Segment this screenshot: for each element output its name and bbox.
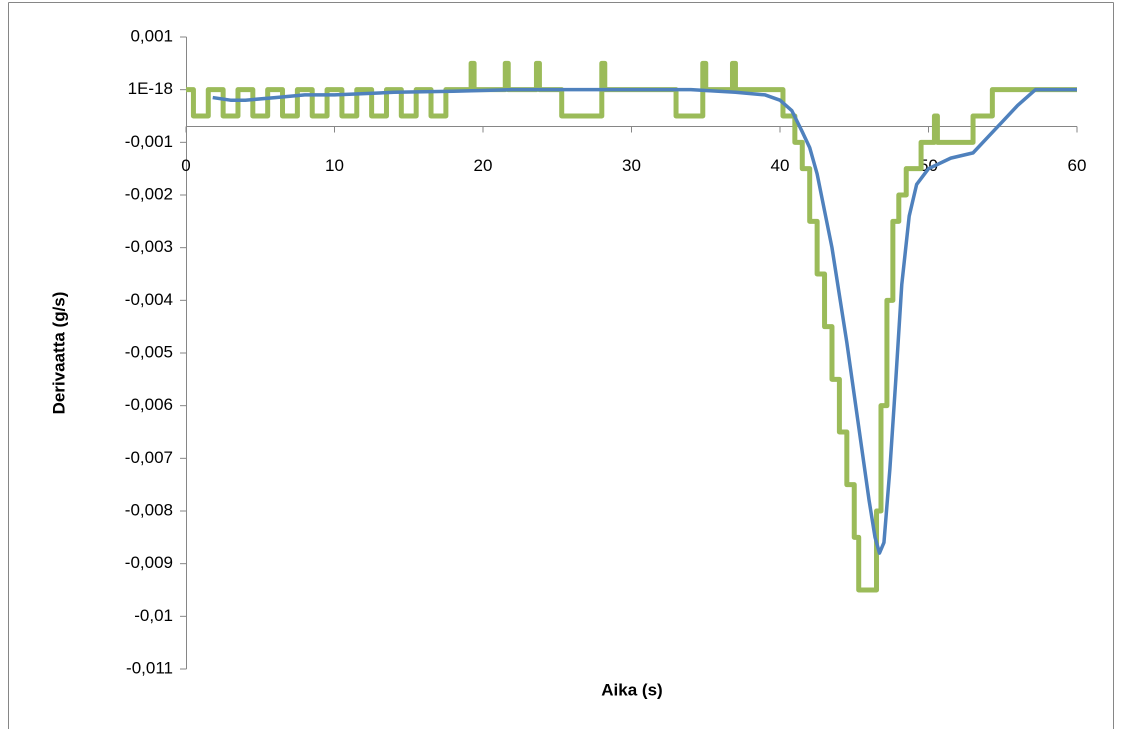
y-tick-label: -0,003 [125, 237, 173, 256]
x-tick-label: 30 [622, 156, 641, 175]
x-tick-label: 20 [474, 156, 493, 175]
y-tick-label: -0,008 [125, 500, 173, 519]
y-tick-label: -0,001 [125, 132, 173, 151]
y-tick-label: -0,01 [134, 606, 173, 625]
y-tick-label: -0,006 [125, 395, 173, 414]
y-tick-label: 0,001 [130, 26, 173, 45]
x-tick-label: 40 [771, 156, 790, 175]
x-tick-label: 0 [181, 156, 190, 175]
y-tick-label: -0,007 [125, 448, 173, 467]
data-line [186, 60, 1077, 593]
y-axis-title: Derivaatta (g/s) [49, 292, 68, 415]
x-tick-label: 50 [919, 156, 938, 175]
data-line [212, 87, 1077, 555]
x-axis-title: Aika (s) [601, 680, 662, 699]
y-tick-label: -0,002 [125, 184, 173, 203]
y-tick-label: -0,005 [125, 342, 173, 361]
y-tick-label: -0,004 [125, 290, 173, 309]
x-tick-label: 60 [1068, 156, 1087, 175]
y-tick-label: 1E-18 [128, 79, 173, 98]
x-tick-label: 10 [325, 156, 344, 175]
y-tick-label: -0,011 [126, 658, 173, 677]
y-tick-label: -0,009 [125, 553, 173, 572]
